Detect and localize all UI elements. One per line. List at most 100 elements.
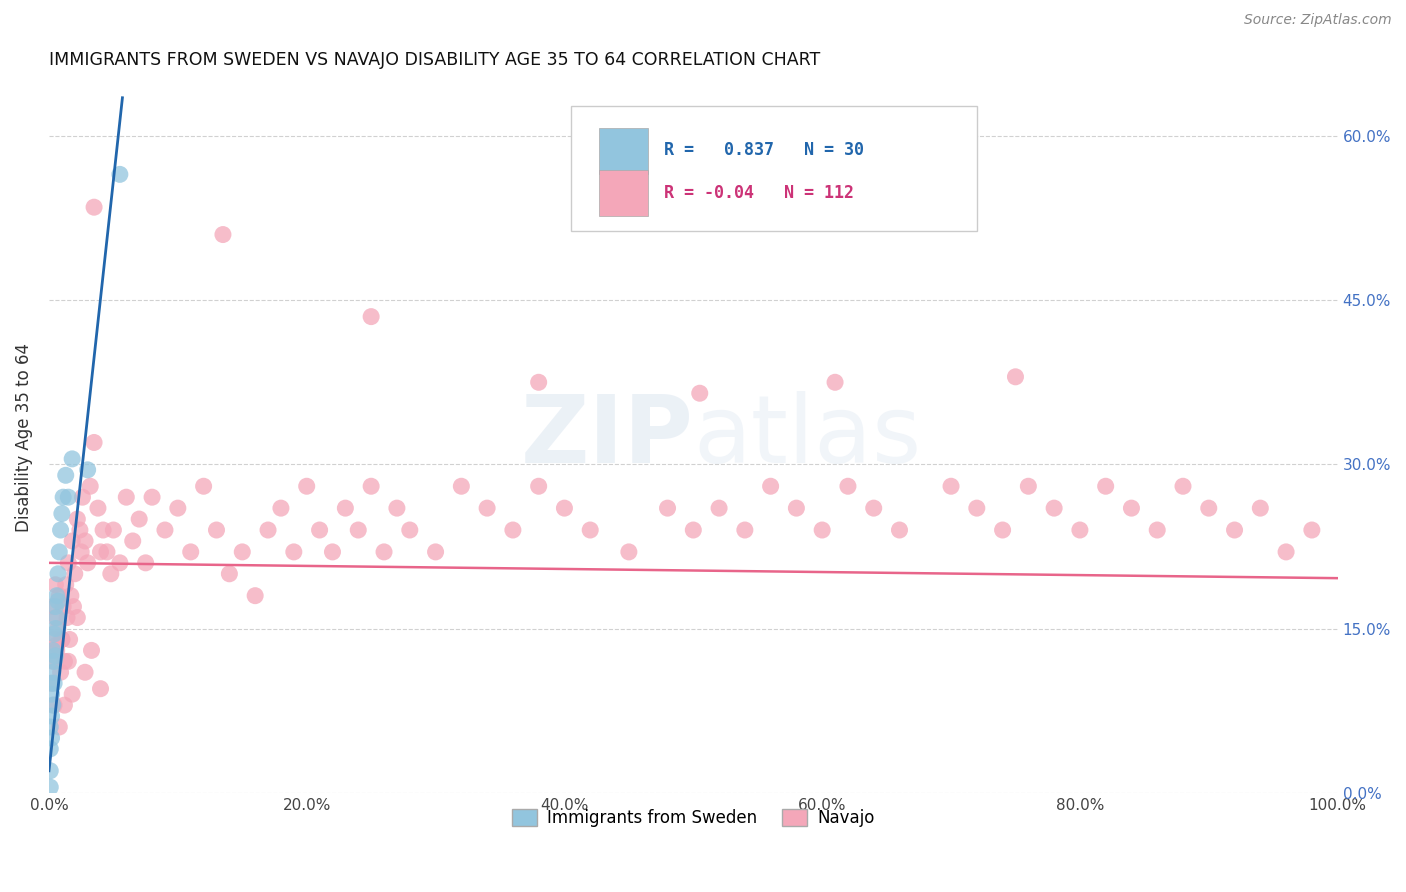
Point (76, 556, 98, 570)
Point (1171, 479, 1194, 493)
Legend: Immigrants from Sweden, Navajo: Immigrants from Sweden, Navajo (505, 803, 882, 834)
Point (1275, 545, 1298, 559)
Point (360, 310, 382, 324)
Point (759, 479, 782, 493)
Point (837, 479, 859, 493)
Point (553, 501, 575, 516)
Point (308, 523, 330, 537)
Point (734, 523, 756, 537)
Point (46, 594, 69, 608)
Point (103, 523, 125, 537)
FancyBboxPatch shape (571, 106, 977, 231)
Point (295, 479, 318, 493)
Point (41, 676, 63, 690)
Point (811, 523, 834, 537)
Point (115, 490, 138, 504)
Point (889, 523, 911, 537)
Point (824, 376, 846, 390)
Point (44, 578, 66, 592)
Point (69, 523, 91, 537)
Point (180, 545, 202, 559)
Point (59, 589, 82, 603)
Point (51, 632, 73, 647)
Point (44, 648, 66, 663)
Point (42, 654, 65, 668)
Y-axis label: Disability Age 35 to 64: Disability Age 35 to 64 (15, 343, 32, 532)
Point (51, 507, 73, 521)
Point (1198, 501, 1220, 516)
Point (1094, 479, 1116, 493)
Point (42, 698, 65, 712)
Point (335, 501, 357, 516)
Point (42, 599, 65, 614)
Point (231, 545, 253, 559)
Point (70, 545, 93, 559)
Point (46, 622, 69, 636)
Point (425, 545, 447, 559)
Point (89, 681, 111, 696)
Point (52, 599, 75, 614)
Point (1017, 479, 1039, 493)
Point (205, 523, 228, 537)
Point (62, 599, 84, 614)
Point (39, 780, 62, 794)
Point (100, 566, 122, 581)
Point (46, 566, 69, 581)
Point (991, 523, 1014, 537)
Point (48, 545, 70, 559)
Point (83, 200, 105, 214)
Point (108, 556, 131, 570)
Point (89, 545, 111, 559)
Point (73, 665, 96, 680)
Point (527, 376, 550, 390)
Point (135, 556, 157, 570)
Point (939, 479, 962, 493)
Point (166, 501, 188, 516)
Point (80, 643, 103, 657)
Point (121, 533, 143, 548)
Point (617, 545, 640, 559)
Point (270, 501, 292, 516)
Point (42, 627, 65, 641)
Point (58, 654, 80, 668)
Point (60, 533, 83, 548)
Point (44, 599, 66, 614)
Text: IMMIGRANTS FROM SWEDEN VS NAVAJO DISABILITY AGE 35 TO 64 CORRELATION CHART: IMMIGRANTS FROM SWEDEN VS NAVAJO DISABIL… (49, 51, 820, 69)
Point (76, 463, 98, 477)
Point (1043, 501, 1066, 516)
Point (60, 451, 83, 466)
Point (79, 479, 101, 493)
Point (862, 501, 884, 516)
Point (243, 589, 266, 603)
Point (55, 578, 77, 592)
Point (45, 589, 67, 603)
Point (193, 479, 215, 493)
Bar (599, 128, 648, 174)
Point (39, 764, 62, 778)
Text: ZIP: ZIP (520, 391, 693, 483)
Point (1223, 523, 1246, 537)
Point (39, 720, 62, 734)
Point (72, 490, 94, 504)
Point (48, 720, 70, 734)
Point (283, 545, 305, 559)
Point (347, 523, 370, 537)
Text: Source: ZipAtlas.com: Source: ZipAtlas.com (1244, 13, 1392, 28)
Point (527, 479, 550, 493)
Point (41, 709, 63, 723)
Point (153, 523, 176, 537)
Point (502, 523, 524, 537)
Point (1004, 369, 1026, 384)
Point (66, 512, 89, 526)
Point (91, 523, 114, 537)
Point (49, 665, 72, 680)
Point (689, 386, 711, 401)
Point (56, 610, 79, 624)
Point (257, 523, 280, 537)
Point (55, 468, 77, 483)
Point (1069, 523, 1091, 537)
Point (41, 676, 63, 690)
Point (53, 654, 76, 668)
Point (39, 742, 62, 756)
Point (450, 479, 472, 493)
